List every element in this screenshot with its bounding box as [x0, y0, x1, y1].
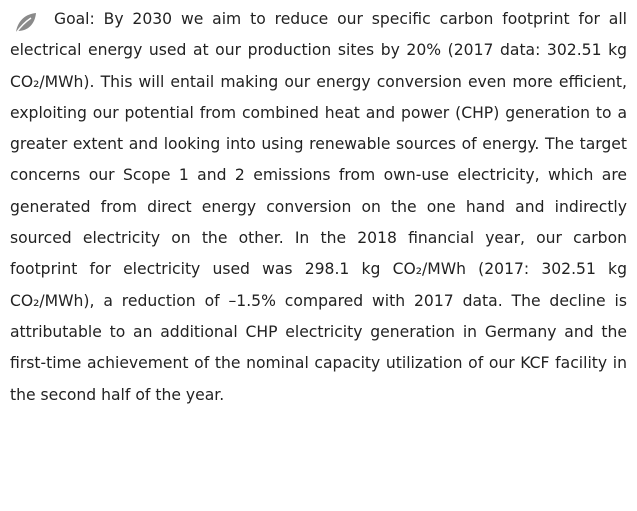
leaf-icon — [15, 13, 36, 34]
goal-paragraph: Goal: By 2030 we aim to reduce our speci… — [10, 10, 627, 404]
